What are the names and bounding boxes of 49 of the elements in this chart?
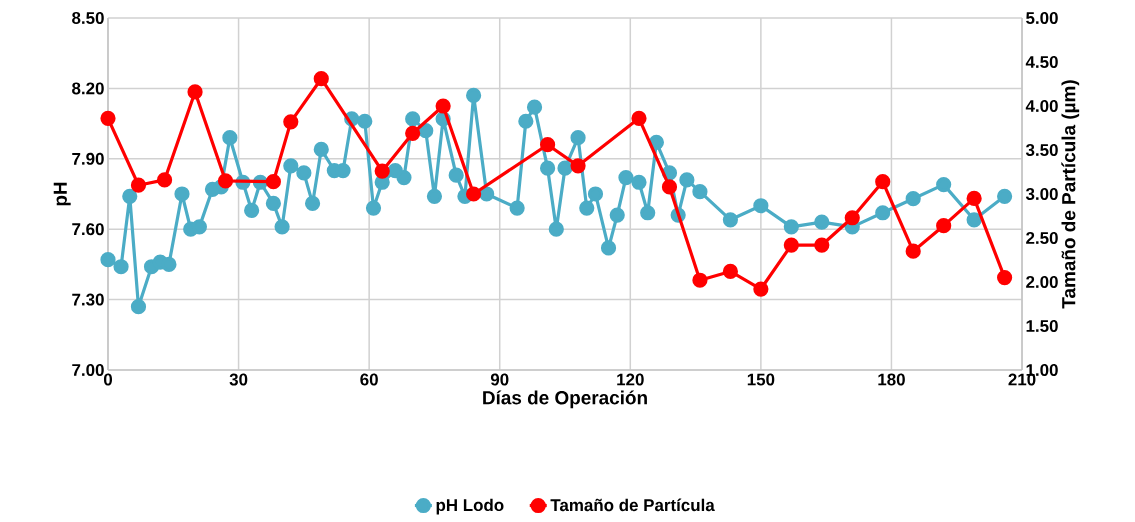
point [265,174,281,190]
point [905,243,921,259]
x-tick-label: 180 [878,373,905,386]
x-tick-label: 0 [103,373,113,386]
y-tick-label: 7.60 [72,223,104,236]
point [100,110,116,126]
x-axis-title: Días de Operación [483,390,647,409]
y2-tick-label: 3.50 [1025,143,1058,157]
y-tick-label: 7.00 [72,364,104,376]
x-tick-label: 30 [229,373,248,386]
point [936,218,952,234]
y-axis-title: pH [53,182,71,206]
point [753,281,769,297]
y-tick-label: 8.20 [72,82,104,95]
y2-tick-label: 4.50 [1025,56,1058,68]
y2-axis-title: Tamaño de Partícula (µm) [1061,80,1080,309]
point [187,84,203,100]
point [692,272,708,288]
point [814,237,830,253]
legend-label: Tamaño de Partícula [550,498,715,512]
y2-tick-label: 4.00 [1025,100,1058,112]
y-tick-label: 8.50 [72,12,104,24]
point [130,177,147,193]
point [570,158,586,174]
point [313,71,329,87]
legend-label: pH Lodo [436,498,504,515]
x-tick-label: 150 [747,373,775,386]
y2-tick-label: 1.50 [1026,320,1058,332]
point [966,190,982,206]
point [540,137,556,153]
y-tick-label: 7.30 [72,293,104,306]
point [435,98,451,114]
point [156,172,173,188]
y-tick-label: 7.90 [72,152,104,165]
point [283,114,299,130]
point [783,237,799,253]
y2-tick-label: 2.50 [1026,232,1058,244]
point [405,125,421,141]
y2-tick-label: 2.00 [1026,276,1058,288]
x-tick-label: 120 [617,373,644,386]
point [875,174,891,190]
y2-tick-label: 3.00 [1025,187,1058,201]
x-tick-label: 60 [360,373,378,386]
point [997,270,1013,286]
point [661,179,678,195]
x-tick-label: 90 [490,373,509,386]
y2-tick-label: 5.00 [1026,12,1058,24]
point [722,263,738,280]
point [631,110,647,126]
